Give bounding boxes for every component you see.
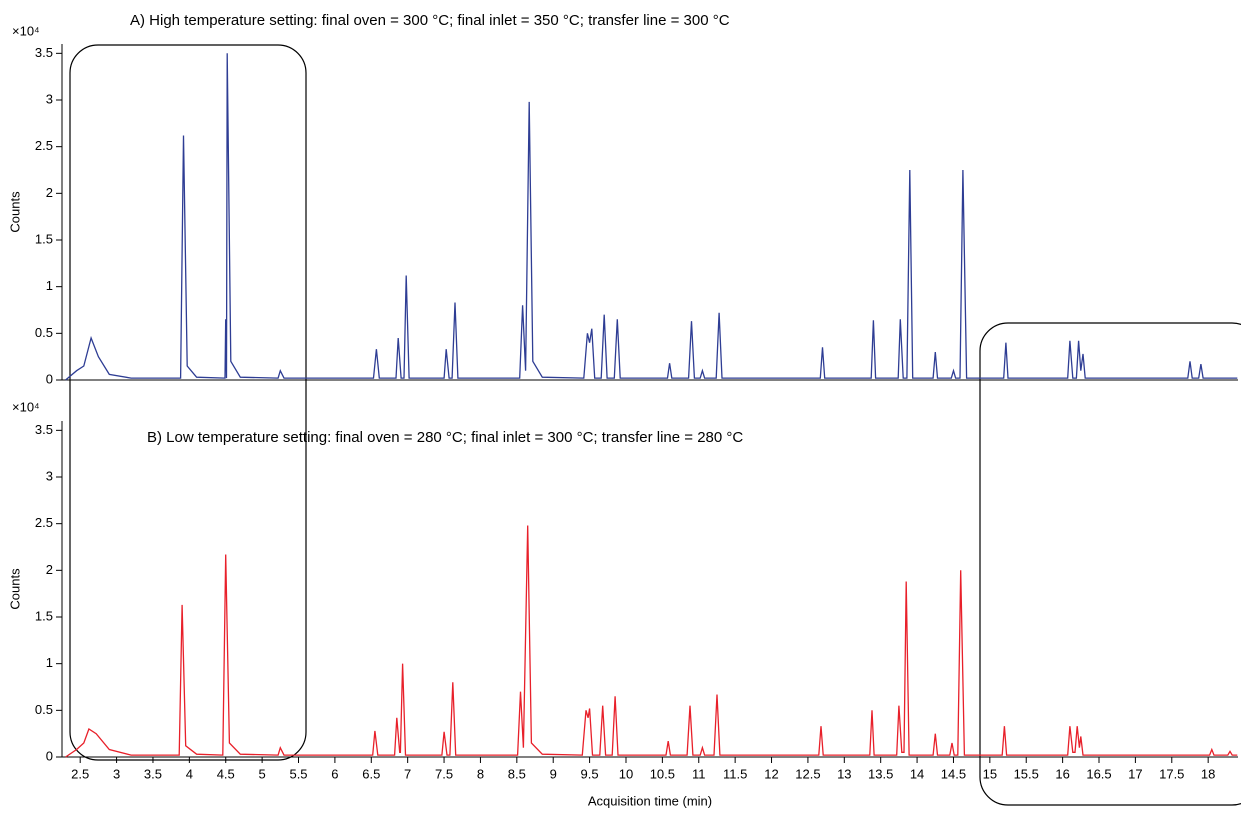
axis-multiplier: ×10⁴: [12, 23, 40, 38]
x-tick-label: 4: [186, 766, 193, 781]
x-axis-label: Acquisition time (min): [588, 793, 712, 808]
x-tick-label: 8.5: [508, 766, 526, 781]
y-tick-label: 1: [46, 278, 53, 293]
y-tick-label: 3.5: [35, 422, 53, 437]
x-tick-label: 10: [619, 766, 633, 781]
x-tick-label: 18: [1201, 766, 1215, 781]
x-tick-label: 15: [983, 766, 997, 781]
x-tick-label: 13.5: [868, 766, 893, 781]
x-tick-label: 17.5: [1159, 766, 1184, 781]
y-axis-label: Counts: [7, 191, 22, 233]
x-tick-label: 9: [550, 766, 557, 781]
x-tick-label: 4.5: [217, 766, 235, 781]
x-tick-label: 11: [692, 766, 706, 781]
highlight-box: [979, 322, 1241, 806]
chart-title: B) Low temperature setting: final oven =…: [147, 429, 743, 446]
y-tick-label: 2.5: [35, 515, 53, 530]
x-tick-label: 3.5: [144, 766, 162, 781]
x-tick-label: 5: [259, 766, 266, 781]
y-tick-label: 1.5: [35, 608, 53, 623]
chromatogram-line: [65, 53, 1238, 381]
x-tick-label: 14.5: [941, 766, 966, 781]
y-axis-label: Counts: [7, 568, 22, 610]
y-tick-label: 1: [46, 655, 53, 670]
y-tick-label: 3: [46, 91, 53, 106]
x-tick-label: 9.5: [581, 766, 599, 781]
x-tick-label: 3: [113, 766, 120, 781]
y-tick-label: 2: [46, 185, 53, 200]
x-tick-label: 2.5: [71, 766, 89, 781]
x-tick-label: 7.5: [435, 766, 453, 781]
x-tick-label: 17: [1128, 766, 1142, 781]
x-tick-label: 8: [477, 766, 484, 781]
x-tick-label: 6.5: [362, 766, 380, 781]
y-tick-label: 0: [46, 371, 53, 386]
y-tick-label: 0.5: [35, 702, 53, 717]
chromatogram-line: [65, 525, 1238, 758]
axis-multiplier: ×10⁴: [12, 399, 40, 414]
y-tick-label: 2: [46, 562, 53, 577]
x-tick-label: 10.5: [650, 766, 675, 781]
x-tick-label: 5.5: [289, 766, 307, 781]
x-tick-label: 6: [331, 766, 338, 781]
x-tick-label: 15.5: [1014, 766, 1039, 781]
y-tick-label: 1.5: [35, 231, 53, 246]
x-tick-label: 12: [764, 766, 778, 781]
y-tick-label: 2.5: [35, 138, 53, 153]
x-tick-label: 11.5: [723, 766, 747, 781]
x-tick-label: 16.5: [1086, 766, 1111, 781]
x-tick-label: 16: [1055, 766, 1069, 781]
x-tick-label: 13: [837, 766, 851, 781]
highlight-box: [69, 44, 307, 761]
y-tick-label: 3.5: [35, 45, 53, 60]
chart-title: A) High temperature setting: final oven …: [130, 12, 730, 29]
y-tick-label: 0.5: [35, 325, 53, 340]
y-tick-label: 0: [46, 748, 53, 763]
x-tick-label: 12.5: [795, 766, 820, 781]
x-tick-label: 7: [404, 766, 411, 781]
x-tick-label: 14: [910, 766, 924, 781]
y-tick-label: 3: [46, 468, 53, 483]
